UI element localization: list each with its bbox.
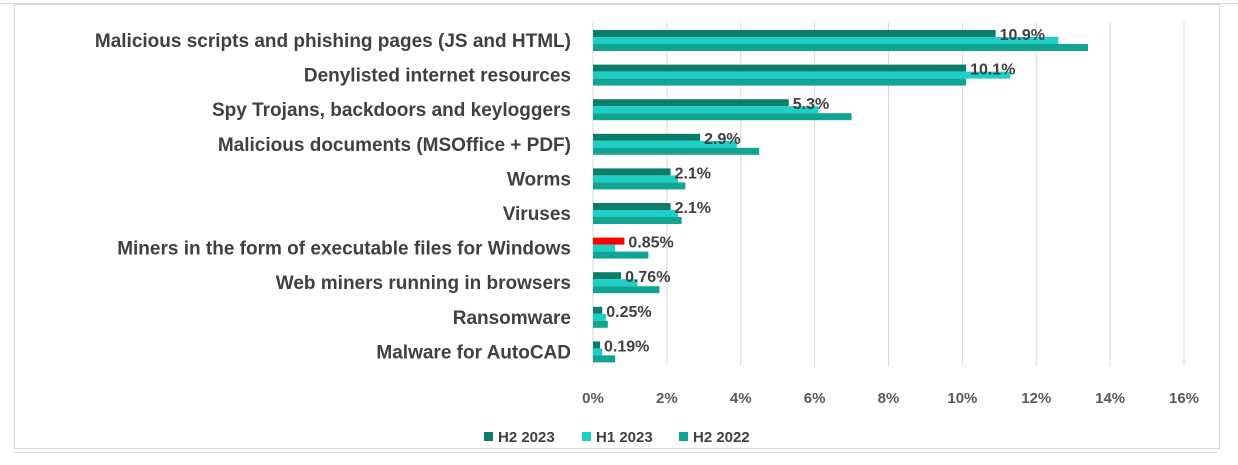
bar-h2-2022 [593,217,682,224]
bar-h1-2023 [593,313,606,321]
x-tick-label: 8% [878,390,900,407]
bar-h2-2023 [593,133,701,141]
legend-label: H2 2022 [693,429,750,446]
data-label: 5.3% [793,96,829,113]
x-tick-label: 12% [1021,390,1051,407]
bar-h1-2023 [593,106,819,114]
bar-h2-2022 [593,78,967,86]
category-label: Miners in the form of executable files f… [117,239,571,260]
category-label: Malware for AutoCAD [376,342,571,363]
legend-swatch [484,432,493,441]
category-labels: Malicious scripts and phishing pages (JS… [95,31,571,363]
x-tick-label: 14% [1095,390,1125,407]
data-label: 2.1% [675,165,711,182]
x-tick-label: 10% [947,390,977,407]
data-label: 10.9% [1000,27,1045,44]
bar-h1-2023 [593,71,1011,79]
bar-h1-2023 [593,37,1059,44]
legend: H2 2023 H1 2023 H2 2022 [484,429,750,446]
data-labels: 10.9% 10.1% 5.3% 2.9% 2.1% 2.1% 0.85% 0.76% 0.25… [604,27,1045,355]
bar-h2-2023 [593,99,789,107]
data-label: 0.19% [604,338,649,355]
bar-h2-2023 [593,237,625,245]
bar-h2-2022 [593,182,686,190]
category-label: Denylisted internet resources [304,66,571,87]
bar-h2-2023 [593,30,996,37]
bar-h2-2023 [593,306,603,314]
legend-swatch [582,432,591,441]
bar-h2-2022 [593,251,649,259]
x-tick-label: 6% [804,390,826,407]
bar-h2-2022 [593,320,608,328]
bar-h2-2023 [593,203,671,210]
bar-h2-2022 [593,286,660,294]
x-axis-ticks: 0% 2% 4% 6% 8% 10% 12% 14% 16% [582,390,1199,407]
x-tick-label: 4% [730,390,752,407]
bottom-border [14,452,1218,465]
bar-h1-2023 [593,140,738,148]
data-label: 2.1% [675,200,711,217]
category-label: Viruses [503,204,571,225]
bar-h2-2022 [593,147,760,155]
bar-h2-2022 [593,355,616,363]
bar-h2-2023 [593,341,601,349]
legend-label: H1 2023 [596,429,653,446]
bar-h2-2023 [593,168,671,176]
x-tick-label: 16% [1169,390,1199,407]
data-label: 0.76% [625,269,670,286]
data-label: 0.25% [606,304,651,321]
bar-h2-2022 [593,44,1088,51]
bars [593,30,1088,363]
category-label: Worms [507,169,571,190]
bar-h1-2023 [593,279,638,287]
data-label: 10.1% [970,62,1015,79]
x-tick-label: 0% [582,390,604,407]
data-label: 0.85% [628,235,673,252]
category-label: Malicious documents (MSOffice + PDF) [218,135,571,156]
bar-h1-2023 [593,244,616,252]
bar-h1-2023 [593,348,603,356]
bar-h1-2023 [593,175,678,183]
bar-h1-2023 [593,210,678,217]
bar-h2-2023 [593,272,622,280]
bar-h2-2022 [593,113,852,121]
category-label: Spy Trojans, backdoors and keyloggers [212,100,571,121]
data-label: 2.9% [704,131,740,148]
category-label: Ransomware [453,308,571,329]
category-label: Malicious scripts and phishing pages (JS… [95,31,571,52]
top-border [0,0,1238,4]
x-tick-label: 2% [656,390,678,407]
bar-h2-2023 [593,64,967,72]
legend-label: H2 2023 [498,429,555,446]
legend-swatch [679,432,688,441]
category-label: Web miners running in browsers [276,273,571,294]
